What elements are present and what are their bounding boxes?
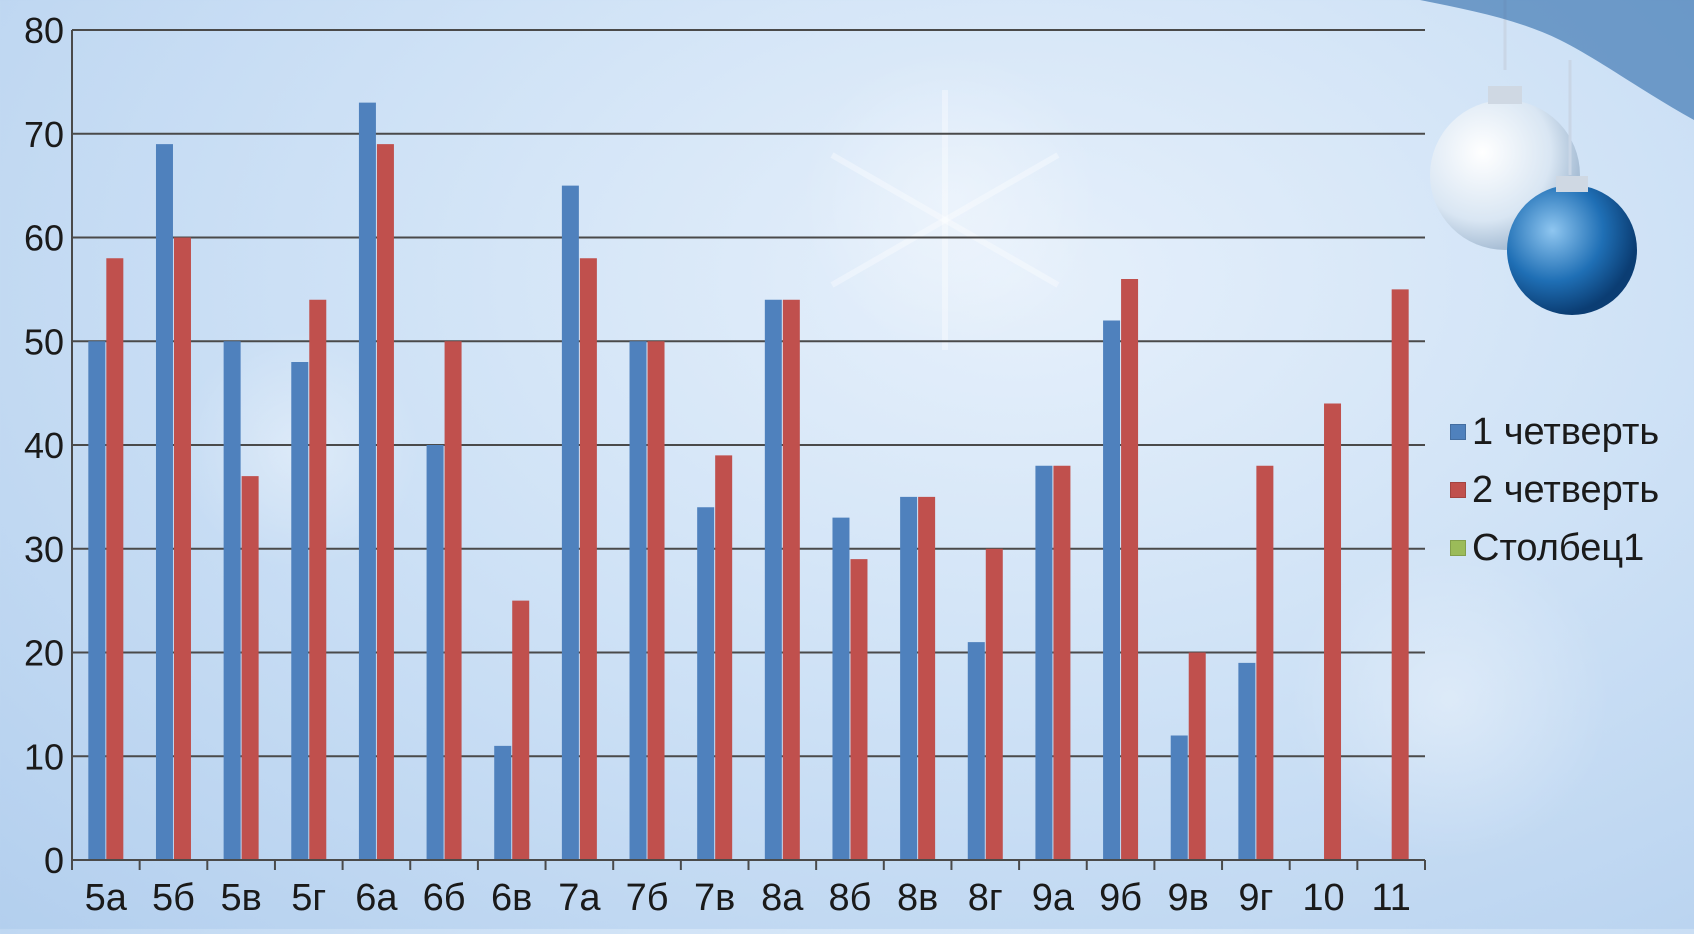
legend-item-series-2: 2 четверть [1450, 461, 1659, 519]
x-tick-label: 9б [1099, 877, 1142, 919]
bar [1035, 465, 1053, 860]
x-tick-label: 9г [1238, 877, 1273, 919]
legend-swatch [1450, 424, 1466, 440]
bar [1170, 735, 1188, 860]
bar [832, 517, 850, 860]
x-tick-label: 6б [423, 877, 466, 919]
x-tick-label: 7в [694, 877, 735, 919]
legend-label: 2 четверть [1472, 468, 1660, 511]
x-tick-label: 11 [1371, 877, 1410, 919]
bars [88, 102, 1409, 860]
x-tick-label: 8б [829, 877, 872, 919]
y-tick-label: 0 [44, 840, 64, 881]
x-tick-label: 8в [897, 877, 938, 919]
y-tick-label: 50 [24, 321, 64, 362]
bar [579, 258, 597, 860]
bar [223, 341, 241, 860]
bar [967, 642, 985, 860]
bar [850, 559, 868, 860]
x-tick-label: 9а [1032, 877, 1075, 919]
bar [561, 185, 579, 860]
bar [629, 341, 647, 860]
bar [309, 299, 327, 860]
bar [900, 496, 918, 860]
bar [155, 144, 173, 860]
bar [1103, 320, 1121, 860]
bar [985, 548, 1003, 860]
x-tick-label: 5в [220, 877, 261, 919]
x-tick-label: 5б [152, 877, 195, 919]
bar [1121, 279, 1139, 860]
y-tick-label: 40 [24, 425, 64, 466]
bar [647, 341, 665, 860]
bar [918, 496, 936, 860]
bar [426, 445, 444, 860]
bar [444, 341, 462, 860]
christmas-ornament-icon [1420, 0, 1694, 315]
bar [1324, 403, 1342, 860]
bar [173, 237, 191, 860]
x-tick-label: 8а [761, 877, 804, 919]
y-tick-label: 60 [24, 218, 64, 259]
x-tick-label: 5а [85, 877, 128, 919]
legend-label: Столбец1 [1472, 526, 1645, 569]
legend-item-series-1: 1 четверть [1450, 403, 1659, 461]
bar [697, 507, 715, 860]
y-tick-label: 30 [24, 529, 64, 570]
x-tick-label: 6а [355, 877, 398, 919]
y-axis: 0 10 20 30 40 50 60 70 80 [24, 10, 73, 881]
bar [782, 299, 800, 860]
x-tick-label: 5г [291, 877, 326, 919]
legend-label: 1 четверть [1472, 410, 1660, 453]
bar [715, 455, 733, 860]
y-tick-label: 10 [24, 736, 64, 777]
bar [494, 745, 512, 860]
bar [764, 299, 782, 860]
bar [291, 362, 309, 860]
x-tick-label: 6в [491, 877, 532, 919]
legend-item-series-3: Столбец1 [1450, 519, 1659, 577]
bar [1391, 289, 1409, 860]
bar [512, 600, 530, 860]
bar [241, 476, 259, 860]
bar [88, 341, 106, 860]
bar [376, 144, 394, 860]
bar [358, 102, 376, 860]
x-tick-label: 9в [1168, 877, 1209, 919]
legend-swatch [1450, 482, 1466, 498]
bar [1256, 465, 1274, 860]
y-tick-label: 80 [24, 10, 64, 51]
bar [106, 258, 124, 860]
bar [1238, 662, 1256, 860]
x-tick-label: 8г [968, 877, 1003, 919]
bar [1188, 652, 1206, 860]
x-tick-label: 7б [626, 877, 669, 919]
x-tick-label: 7а [558, 877, 601, 919]
legend-swatch [1450, 540, 1466, 556]
y-tick-label: 20 [24, 633, 64, 674]
x-tick-label: 10 [1302, 877, 1344, 919]
bar [1053, 465, 1071, 860]
legend: 1 четверть 2 четверть Столбец1 [1450, 403, 1659, 577]
y-tick-label: 70 [24, 114, 64, 155]
x-axis: 5а 5б 5в 5г 6а 6б 6в 7а 7б 7в 8а 8б 8в 8г 9а 9б 9в 9г 10 11 [71, 859, 1426, 919]
